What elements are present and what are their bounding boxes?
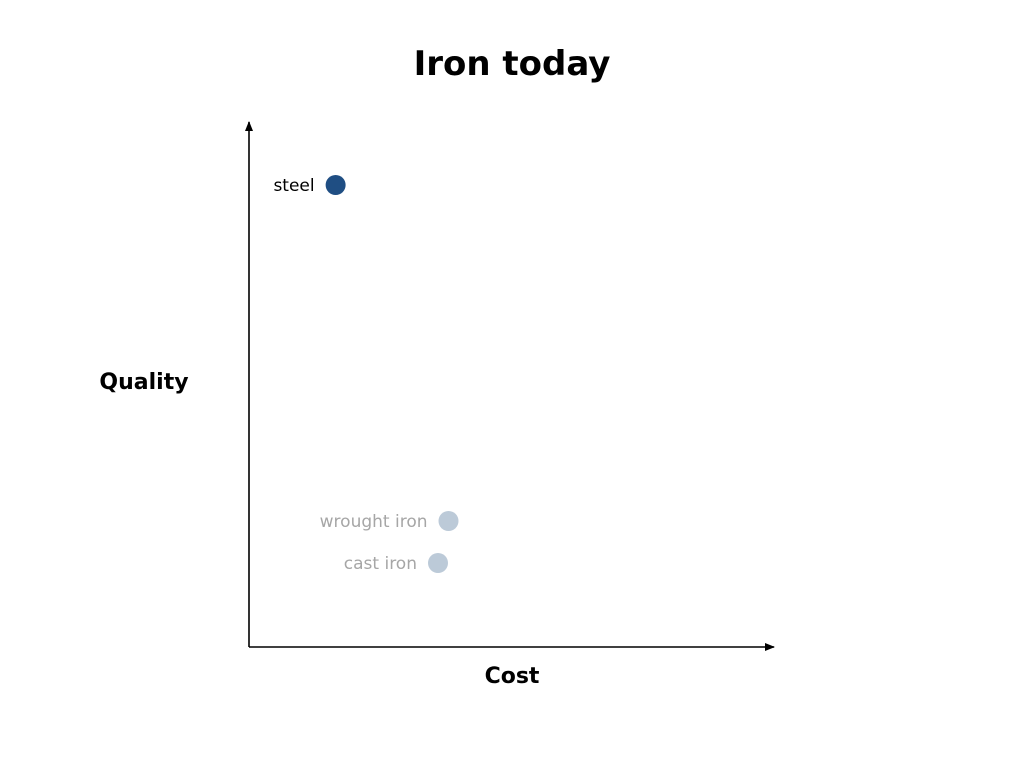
- x-axis-label: Cost: [484, 664, 540, 689]
- data-label-wrought-iron: wrought iron: [320, 512, 428, 532]
- y-axis-label: Quality: [99, 370, 189, 395]
- data-point-cast-iron: [428, 553, 448, 573]
- data-point-wrought-iron: [438, 511, 459, 531]
- data-point-steel: [325, 175, 346, 195]
- data-label-cast-iron: cast iron: [344, 554, 417, 574]
- points-layer: steel wrought iron cast iron: [273, 175, 459, 574]
- chart-title: Iron today: [413, 44, 611, 84]
- data-label-steel: steel: [273, 176, 314, 196]
